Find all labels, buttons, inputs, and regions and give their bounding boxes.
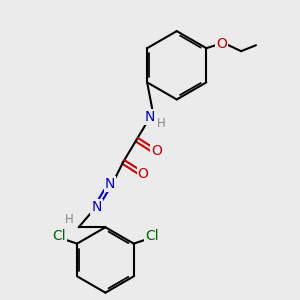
Text: Cl: Cl (52, 229, 66, 243)
Text: H: H (103, 175, 111, 188)
Text: O: O (151, 145, 162, 158)
Text: H: H (157, 117, 166, 130)
Text: H: H (65, 213, 74, 226)
Text: O: O (138, 167, 148, 181)
Text: N: N (105, 177, 115, 191)
Text: O: O (216, 37, 227, 51)
Text: N: N (91, 200, 102, 214)
Text: Cl: Cl (145, 229, 158, 243)
Text: N: N (145, 110, 155, 124)
